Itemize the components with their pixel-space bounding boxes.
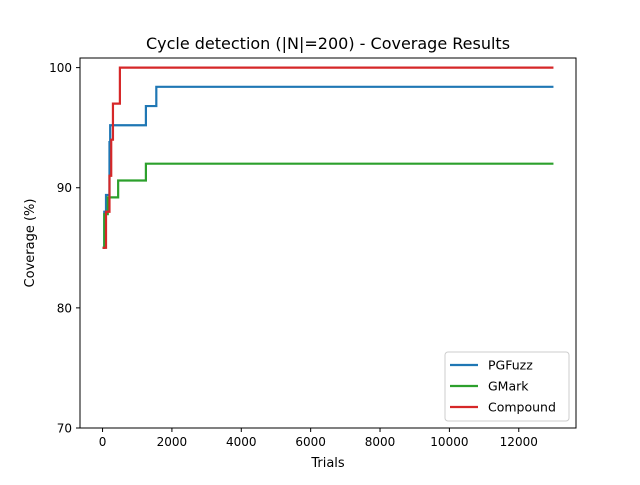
legend-label-gmark: GMark <box>488 379 529 394</box>
legend-label-pgfuzz: PGFuzz <box>488 358 533 373</box>
x-axis-label: Trials <box>310 456 345 471</box>
series-layer <box>102 66 554 249</box>
y-tick-label: 90 <box>57 181 72 195</box>
legend-label-compound: Compound <box>488 400 556 415</box>
chart-title: Cycle detection (|N|=200) - Coverage Res… <box>146 34 510 53</box>
x-tick-label: 6000 <box>295 435 326 449</box>
series-line-compound <box>102 66 554 249</box>
legend-box <box>444 351 570 422</box>
y-tick-label: 80 <box>57 301 72 315</box>
series-line-pgfuzz <box>102 85 554 249</box>
ticks-layer: 0 2000 4000 6000 8000 10000 12000 70 80 90 100 <box>49 61 538 449</box>
series-line-gmark <box>102 162 554 249</box>
x-tick-label: 4000 <box>226 435 257 449</box>
x-tick-label: 12000 <box>500 435 538 449</box>
x-tick-label: 10000 <box>430 435 468 449</box>
x-tick-label: 0 <box>99 435 107 449</box>
y-tick-label: 100 <box>49 61 72 75</box>
y-axis-label: Coverage (%) <box>23 199 38 288</box>
x-tick-label: 2000 <box>157 435 188 449</box>
x-tick-label: 8000 <box>365 435 396 449</box>
plot-frame <box>79 57 577 429</box>
y-tick-label: 70 <box>57 422 72 436</box>
legend: PGFuzz GMark Compound <box>444 351 570 422</box>
